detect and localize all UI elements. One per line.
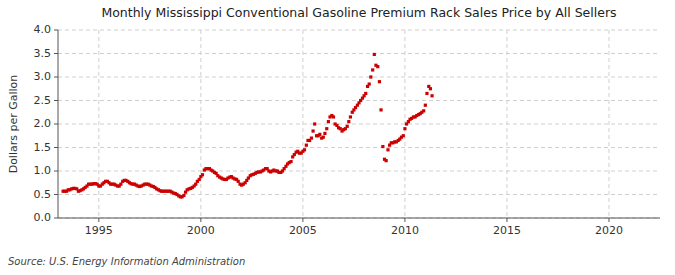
point [323,132,326,135]
y-tick [54,194,58,195]
y-tick [54,53,58,54]
point [322,136,325,139]
x-grid-line [200,30,201,218]
point [327,120,330,123]
y-tick [54,218,58,219]
point [364,92,367,95]
point [303,148,306,151]
point [403,127,406,130]
point [378,80,381,83]
y-tick-label: 3.5 [34,47,52,60]
y-grid-line [58,30,660,31]
y-grid-line [58,124,660,125]
y-tick-label: 1.0 [34,164,52,177]
y-tick-label: 2.5 [34,94,52,107]
y-tick [54,147,58,148]
point [429,87,432,90]
x-tick-label: 2005 [289,224,317,237]
point [347,120,350,123]
point [386,148,389,151]
y-grid-line [58,218,660,219]
y-grid-line [58,53,660,54]
y-tick [54,100,58,101]
point [368,82,371,85]
x-tick [200,218,201,222]
point [201,173,204,176]
point [379,108,382,111]
point [425,92,428,95]
point [376,65,379,68]
chart-container: 0.0 0.5 1.0 1.5 2.0 2.5 3.0 3.5 4.0 1995 2000 2005 2… [0,0,675,275]
point [430,94,433,97]
x-tick [608,218,609,222]
x-tick-label: 2010 [391,224,419,237]
point [198,178,201,181]
point [318,133,321,136]
point [305,144,308,147]
y-tick [54,124,58,125]
point [385,159,388,162]
y-grid-line [58,147,660,148]
grid [58,30,660,218]
x-grid-line [98,30,99,218]
point [402,134,405,137]
point [422,109,425,112]
x-axis-line [58,218,660,219]
y-axis-line [58,30,59,218]
title: Monthly Mississippi Conventional Gasolin… [101,5,616,20]
point [119,183,122,186]
x-tick [98,218,99,222]
x-tick [302,218,303,222]
x-tick-label: 2020 [595,224,623,237]
y-tick [54,30,58,31]
y-tick [54,171,58,172]
point [313,122,316,125]
y-grid-line [58,194,660,195]
y-grid-line [58,77,660,78]
y-tick-label: 0.5 [34,188,52,201]
chart: 0.0 0.5 1.0 1.5 2.0 2.5 3.0 3.5 4.0 1995 2000 2005 2… [0,0,675,275]
point [237,180,240,183]
x-tick-label: 2015 [493,224,521,237]
y-tick-label: 0.0 [34,211,52,224]
axes: 0.0 0.5 1.0 1.5 2.0 2.5 3.0 3.5 4.0 1995 2000 2005 2… [34,23,661,237]
points [62,53,434,199]
point [373,53,376,56]
x-tick [404,218,405,222]
point [289,160,292,163]
x-grid-line [608,30,609,218]
x-tick-label: 2000 [187,224,215,237]
point [369,75,372,78]
source-note: Source: U.S. Energy Information Administ… [8,256,245,267]
y-tick-label: 2.0 [34,117,52,130]
point [311,129,314,132]
point [332,115,335,118]
x-tick [506,218,507,222]
y-tick-label: 3.0 [34,70,52,83]
x-grid-line [506,30,507,218]
point [381,145,384,148]
y-tick-label: 1.5 [34,141,52,154]
point [194,183,197,186]
y-grid-line [58,100,660,101]
y-tick [54,77,58,78]
point [182,194,185,197]
y-axis-label: Dollars per Gallon [7,75,20,174]
point [371,68,374,71]
point [325,127,328,130]
x-tick-label: 1995 [85,224,113,237]
point [424,104,427,107]
point [349,115,352,118]
y-grid-line [58,171,660,172]
y-tick-label: 4.0 [34,23,52,36]
point [346,125,349,128]
point [310,137,313,140]
x-grid-line [302,30,303,218]
